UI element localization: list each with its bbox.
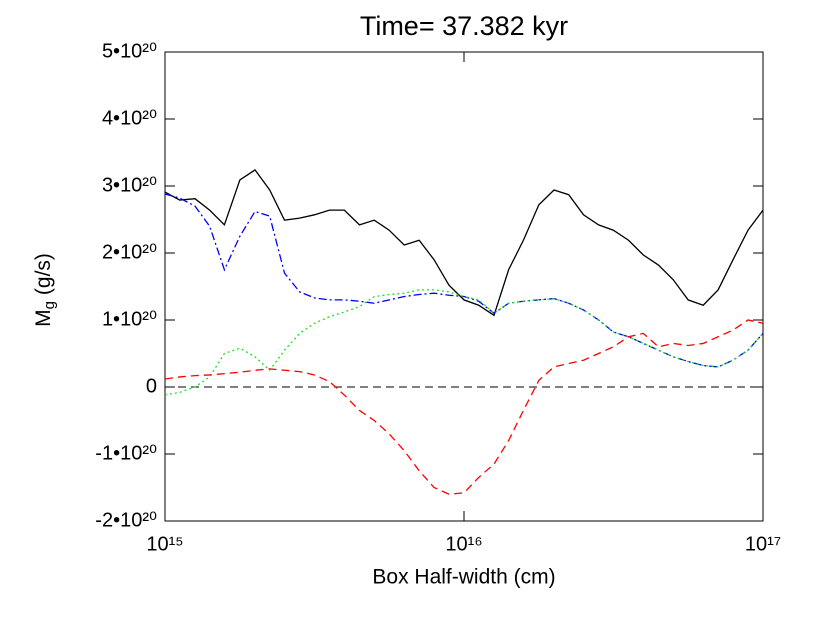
y-tick-label: 5•10²⁰ (102, 40, 157, 62)
y-tick-label: 4•10²⁰ (102, 107, 157, 129)
x-tick-label: 10¹⁶ (445, 533, 482, 555)
y-label-subscript: g (41, 301, 58, 309)
series-line (164, 319, 764, 495)
y-tick-label: -2•10²⁰ (95, 509, 157, 531)
y-label-unit: (g/s) (32, 253, 55, 295)
chart-title: Time= 37.382 kyr (360, 11, 568, 41)
x-axis-label: Box Half-width (cm) (372, 566, 555, 589)
series-line (164, 169, 764, 317)
x-tick-label: 10¹⁵ (146, 533, 183, 555)
y-tick-label: 3•10²⁰ (102, 174, 157, 196)
y-tick-label: 0 (146, 375, 157, 397)
y-label-symbol: M (32, 309, 55, 327)
series-line (164, 193, 764, 368)
y-tick-label: 2•10²⁰ (102, 241, 157, 263)
series-line (164, 289, 764, 396)
y-axis-label: Mg (g/s) (32, 253, 58, 327)
y-tick-label: 1•10²⁰ (102, 308, 157, 330)
plot-frame (164, 51, 764, 522)
x-tick-label: 10¹⁷ (745, 533, 781, 555)
y-tick-label: -1•10²⁰ (95, 442, 157, 464)
